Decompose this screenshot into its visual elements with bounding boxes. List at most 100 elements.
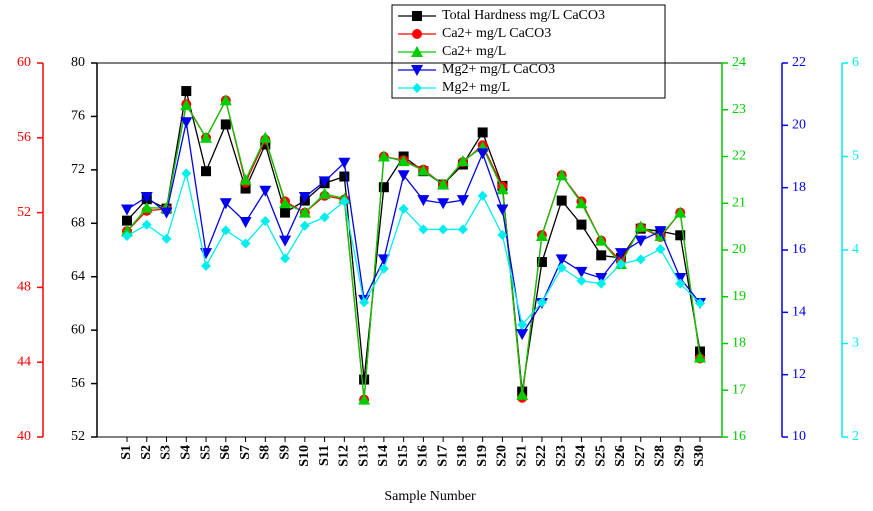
- y-tick-label: 60: [17, 55, 31, 70]
- x-tick-label: S12: [337, 445, 352, 467]
- marker: [220, 119, 231, 130]
- marker: [655, 244, 666, 255]
- marker: [437, 178, 450, 190]
- marker: [397, 155, 410, 167]
- y-tick-label: 23: [732, 102, 746, 117]
- y-tick-label: 24: [732, 55, 746, 70]
- marker: [477, 127, 488, 138]
- x-tick-label: S14: [376, 445, 391, 467]
- x-tick-label: S22: [534, 445, 549, 467]
- x-tick-label: S3: [159, 445, 174, 460]
- marker: [556, 195, 567, 206]
- y-tick-label: 80: [71, 55, 85, 70]
- x-tick-label: S5: [198, 445, 213, 460]
- marker: [695, 298, 705, 309]
- x-tick-label: S18: [455, 445, 470, 467]
- y-tick-label: 40: [17, 429, 31, 444]
- marker: [536, 257, 547, 268]
- marker: [496, 183, 509, 195]
- marker: [378, 263, 389, 274]
- y-tick-label: 56: [71, 376, 85, 391]
- y-tick-label: 68: [71, 216, 85, 231]
- marker: [496, 204, 509, 216]
- marker: [417, 195, 430, 207]
- series-line: [126, 98, 701, 400]
- x-tick-label: S20: [495, 445, 510, 467]
- marker: [181, 168, 192, 179]
- x-tick-label: S25: [593, 445, 608, 467]
- marker: [140, 192, 153, 204]
- y-tick-label: 60: [71, 322, 85, 337]
- x-tick-label: S16: [416, 445, 431, 467]
- y-tick-label: 76: [71, 109, 85, 124]
- marker: [576, 275, 587, 286]
- y-tick-label: 56: [17, 130, 31, 145]
- legend-box: [391, 4, 666, 99]
- y-tick-label: 12: [792, 367, 806, 382]
- x-tick-label: S19: [475, 445, 490, 467]
- marker: [279, 197, 292, 209]
- y-tick-label: 14: [792, 305, 806, 320]
- marker: [220, 225, 231, 236]
- marker: [378, 182, 389, 193]
- marker: [140, 201, 153, 213]
- marker: [122, 230, 132, 241]
- marker: [259, 131, 272, 143]
- legend-label: Mg2+ mg/L CaCO3: [442, 62, 555, 77]
- y-tick-label: 48: [17, 280, 31, 295]
- x-tick-label: S24: [574, 445, 589, 467]
- marker: [516, 329, 529, 341]
- marker: [319, 212, 330, 223]
- x-tick-label: S23: [554, 445, 569, 467]
- y-tick-label: 44: [17, 354, 31, 369]
- x-tick-label: S30: [692, 445, 707, 467]
- marker: [516, 388, 529, 400]
- marker: [121, 204, 133, 216]
- y-tick-label: 20: [792, 118, 806, 133]
- y-tick-label: 6: [852, 55, 859, 70]
- marker: [339, 171, 350, 182]
- marker: [219, 198, 232, 210]
- marker: [634, 235, 647, 247]
- marker: [298, 206, 311, 218]
- x-tick-label: S27: [633, 445, 648, 467]
- marker: [201, 260, 212, 271]
- marker: [418, 224, 429, 235]
- marker: [318, 187, 331, 199]
- x-tick-label: S13: [356, 445, 371, 467]
- y-tick-label: 18: [732, 336, 746, 351]
- marker: [181, 86, 192, 97]
- x-tick-label: S8: [258, 445, 273, 460]
- legend-label: Mg2+ mg/L: [442, 80, 510, 95]
- marker: [259, 185, 272, 197]
- marker: [437, 198, 450, 210]
- marker: [397, 170, 410, 182]
- y-tick-label: 16: [792, 242, 806, 257]
- x-tick-label: S9: [277, 445, 292, 460]
- marker: [161, 233, 172, 244]
- marker: [654, 226, 667, 238]
- marker: [318, 176, 331, 188]
- marker: [200, 131, 213, 143]
- marker: [280, 253, 291, 264]
- marker: [575, 266, 588, 278]
- y-tick-label: 52: [17, 205, 31, 220]
- marker: [438, 224, 449, 235]
- marker: [596, 278, 607, 289]
- y-tick-label: 17: [732, 382, 746, 397]
- marker: [377, 254, 390, 266]
- marker: [596, 250, 607, 261]
- marker: [240, 238, 251, 249]
- marker: [555, 169, 568, 181]
- y-tick-label: 19: [732, 289, 746, 304]
- marker: [219, 94, 232, 106]
- y-tick-label: 18: [792, 180, 806, 195]
- series-line: [126, 173, 701, 327]
- marker: [359, 374, 370, 385]
- legend-label: Ca2+ mg/L CaCO3: [442, 26, 551, 41]
- x-tick-label: S2: [139, 445, 154, 460]
- marker: [476, 148, 489, 160]
- marker: [694, 351, 706, 363]
- y-tick-label: 52: [71, 429, 85, 444]
